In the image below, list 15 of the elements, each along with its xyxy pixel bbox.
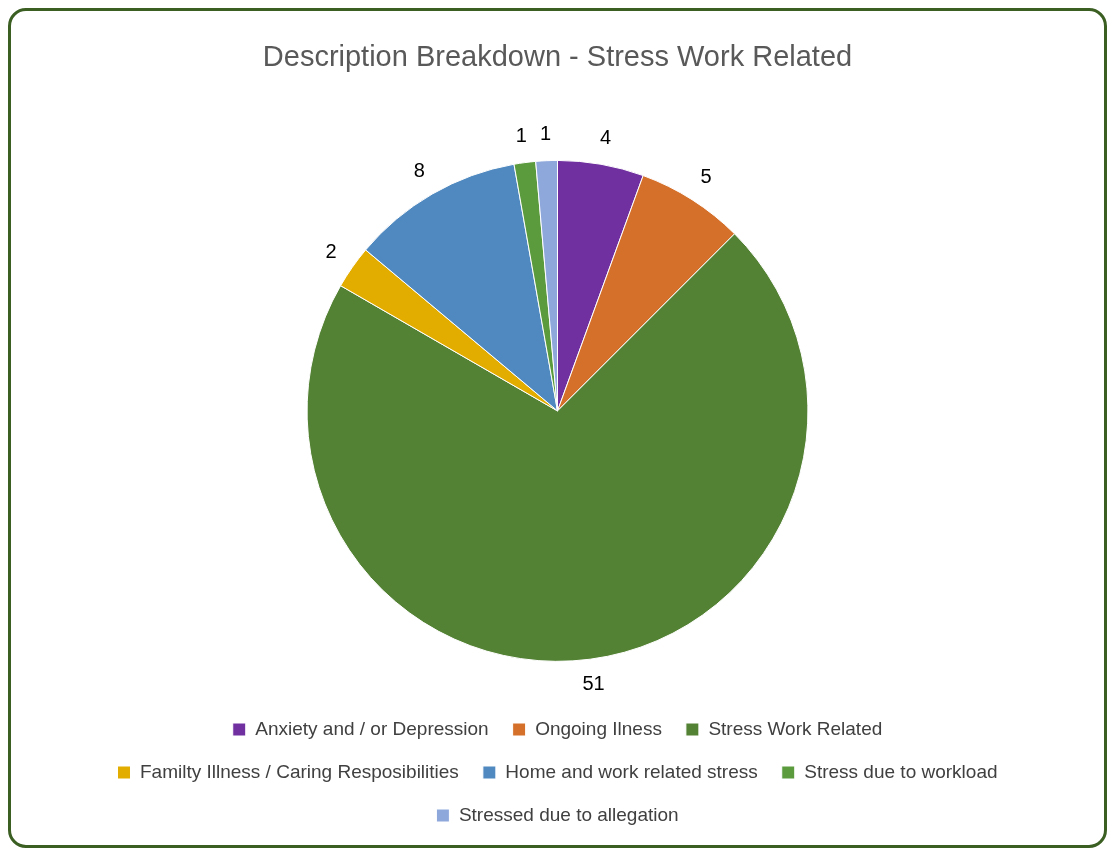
legend-label: Stress due to workload xyxy=(804,760,998,782)
legend-label: Home and work related stress xyxy=(505,760,758,782)
legend-label: Ongoing Ilness xyxy=(535,717,662,739)
data-label: 8 xyxy=(413,159,425,181)
legend-label: Stressed due to allegation xyxy=(458,803,679,825)
data-label: 51 xyxy=(582,672,605,695)
legend-label: Stress Work Related xyxy=(708,717,883,739)
legend-label: Anxiety and / or Depression xyxy=(255,717,489,739)
data-label: 1 xyxy=(539,122,551,145)
data-label: 2 xyxy=(325,239,337,262)
data-label: 4 xyxy=(599,126,612,149)
data-label: 5 xyxy=(700,165,712,188)
legend-label: Familty Illness / Caring Resposibilities xyxy=(139,760,459,782)
data-label: 1 xyxy=(515,124,527,147)
chart-title: Description Breakdown - Stress Work Related xyxy=(262,40,853,73)
